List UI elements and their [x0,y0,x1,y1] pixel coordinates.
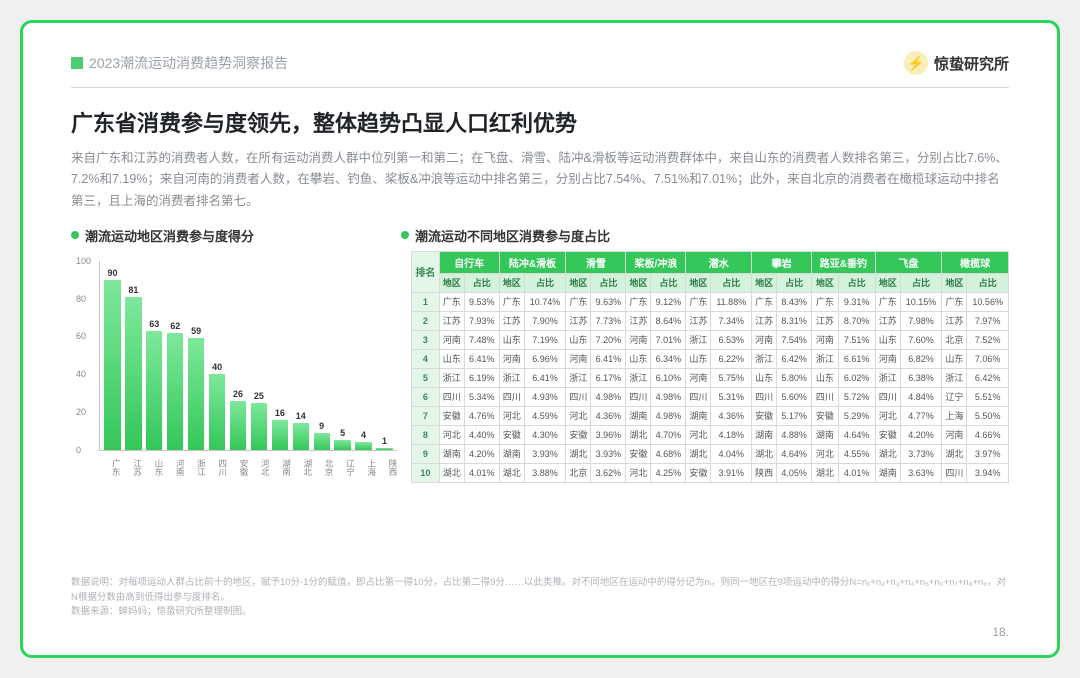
bar-wrap: 40 [207,261,228,450]
bar-wrap: 26 [228,261,249,450]
bar-wrap: 14 [290,261,311,450]
bar-wrap: 90 [102,261,123,450]
x-label: 上海 [354,453,375,481]
bar [251,403,267,450]
ytick: 80 [76,294,86,304]
brand-name: 惊蛰研究所 [934,53,1009,74]
square-icon [71,57,83,69]
ytick: 60 [76,331,86,341]
bar-wrap: 4 [353,261,374,450]
ytick: 40 [76,369,86,379]
bar [355,442,371,450]
bar [272,420,288,450]
brand: ⚡ 惊蛰研究所 [904,51,1009,75]
table-wrap: 排名自行车陆冲&滑板滑雪桨板/冲浪潜水攀岩路亚&垂钓飞盘橄榄球地区占比地区占比地… [411,251,1009,483]
bar-wrap: 59 [186,261,207,450]
x-label: 浙江 [184,453,205,481]
bar [230,401,246,450]
bar [167,333,183,450]
x-label: 湖南 [269,453,290,481]
x-label: 辽宁 [333,453,354,481]
bars-container: 90 81 63 62 59 40 26 25 16 14 9 5 4 1 [100,261,397,450]
bar-value: 1 [382,436,387,446]
ytick: 0 [76,445,81,455]
x-label: 江苏 [120,453,141,481]
chart-plot: 908163625940262516149541 020406080100 [99,261,397,451]
bar-value: 63 [149,319,159,329]
x-label: 北京 [312,453,333,481]
bar-value: 5 [340,428,345,438]
bolt-icon: ⚡ [904,51,928,75]
x-label: 陕西 [376,453,397,481]
bar-wrap: 63 [144,261,165,450]
x-label: 山东 [142,453,163,481]
x-label: 湖北 [291,453,312,481]
bar [104,280,120,450]
content: 90 81 63 62 59 40 26 25 16 14 9 5 4 1 0 20 40 60 80 100 广东… [71,251,1009,483]
bar-value: 40 [212,362,222,372]
bar-wrap: 9 [311,261,332,450]
bar [334,440,350,449]
bar [293,423,309,449]
bar [209,374,225,450]
bar-wrap: 81 [123,261,144,450]
bar-value: 14 [296,411,306,421]
bar [376,448,392,450]
header-left: 2023潮流运动消费趋势洞察报告 [71,53,288,73]
bar-value: 26 [233,389,243,399]
bar-value: 90 [107,268,117,278]
subhead-right: 潮流运动不同地区消费参与度占比 [401,226,610,245]
subheads: 潮流运动地区消费参与度得分 潮流运动不同地区消费参与度占比 [71,226,1009,245]
bar-wrap: 62 [165,261,186,450]
bar-value: 25 [254,391,264,401]
bar-value: 62 [170,321,180,331]
bar-value: 16 [275,408,285,418]
subhead-left: 潮流运动地区消费参与度得分 [71,226,401,245]
x-label: 安徽 [227,453,248,481]
description: 来自广东和江苏的消费者人数，在所有运动消费人群中位列第一和第二；在飞盘、滑雪、陆… [71,148,1009,212]
x-label: 河北 [248,453,269,481]
bar [125,297,141,450]
x-labels: 广东江苏山东河南浙江四川安徽河北湖南湖北北京辽宁上海陕西 [99,453,397,481]
report-title: 2023潮流运动消费趋势洞察报告 [89,53,288,73]
bar-value: 59 [191,326,201,336]
slide: 2023潮流运动消费趋势洞察报告 ⚡ 惊蛰研究所 广东省消费参与度领先，整体趋势… [20,20,1060,658]
bar-value: 81 [128,285,138,295]
bar [146,331,162,450]
header: 2023潮流运动消费趋势洞察报告 ⚡ 惊蛰研究所 [71,51,1009,88]
bar-chart: 90 81 63 62 59 40 26 25 16 14 9 5 4 1 0 20 40 60 80 100 广东… [71,251,401,481]
bar-value: 4 [361,430,366,440]
x-label: 广东 [99,453,120,481]
ytick: 20 [76,407,86,417]
bar-wrap: 25 [248,261,269,450]
bar-wrap: 5 [332,261,353,450]
participation-table: 排名自行车陆冲&滑板滑雪桨板/冲浪潜水攀岩路亚&垂钓飞盘橄榄球地区占比地区占比地… [411,251,1009,483]
bar-wrap: 1 [374,261,395,450]
x-label: 河南 [163,453,184,481]
page-number: 18. [992,625,1009,639]
page-title: 广东省消费参与度领先，整体趋势凸显人口红利优势 [71,106,1009,138]
bar-wrap: 16 [269,261,290,450]
bar [314,433,330,450]
bar [188,338,204,450]
footnote: 数据说明：对每项运动人群占比前十的地区，赋予10分-1分的赋值，即占比第一得10… [71,576,1009,619]
ytick: 100 [76,256,91,266]
bar-value: 9 [319,421,324,431]
x-label: 四川 [205,453,226,481]
